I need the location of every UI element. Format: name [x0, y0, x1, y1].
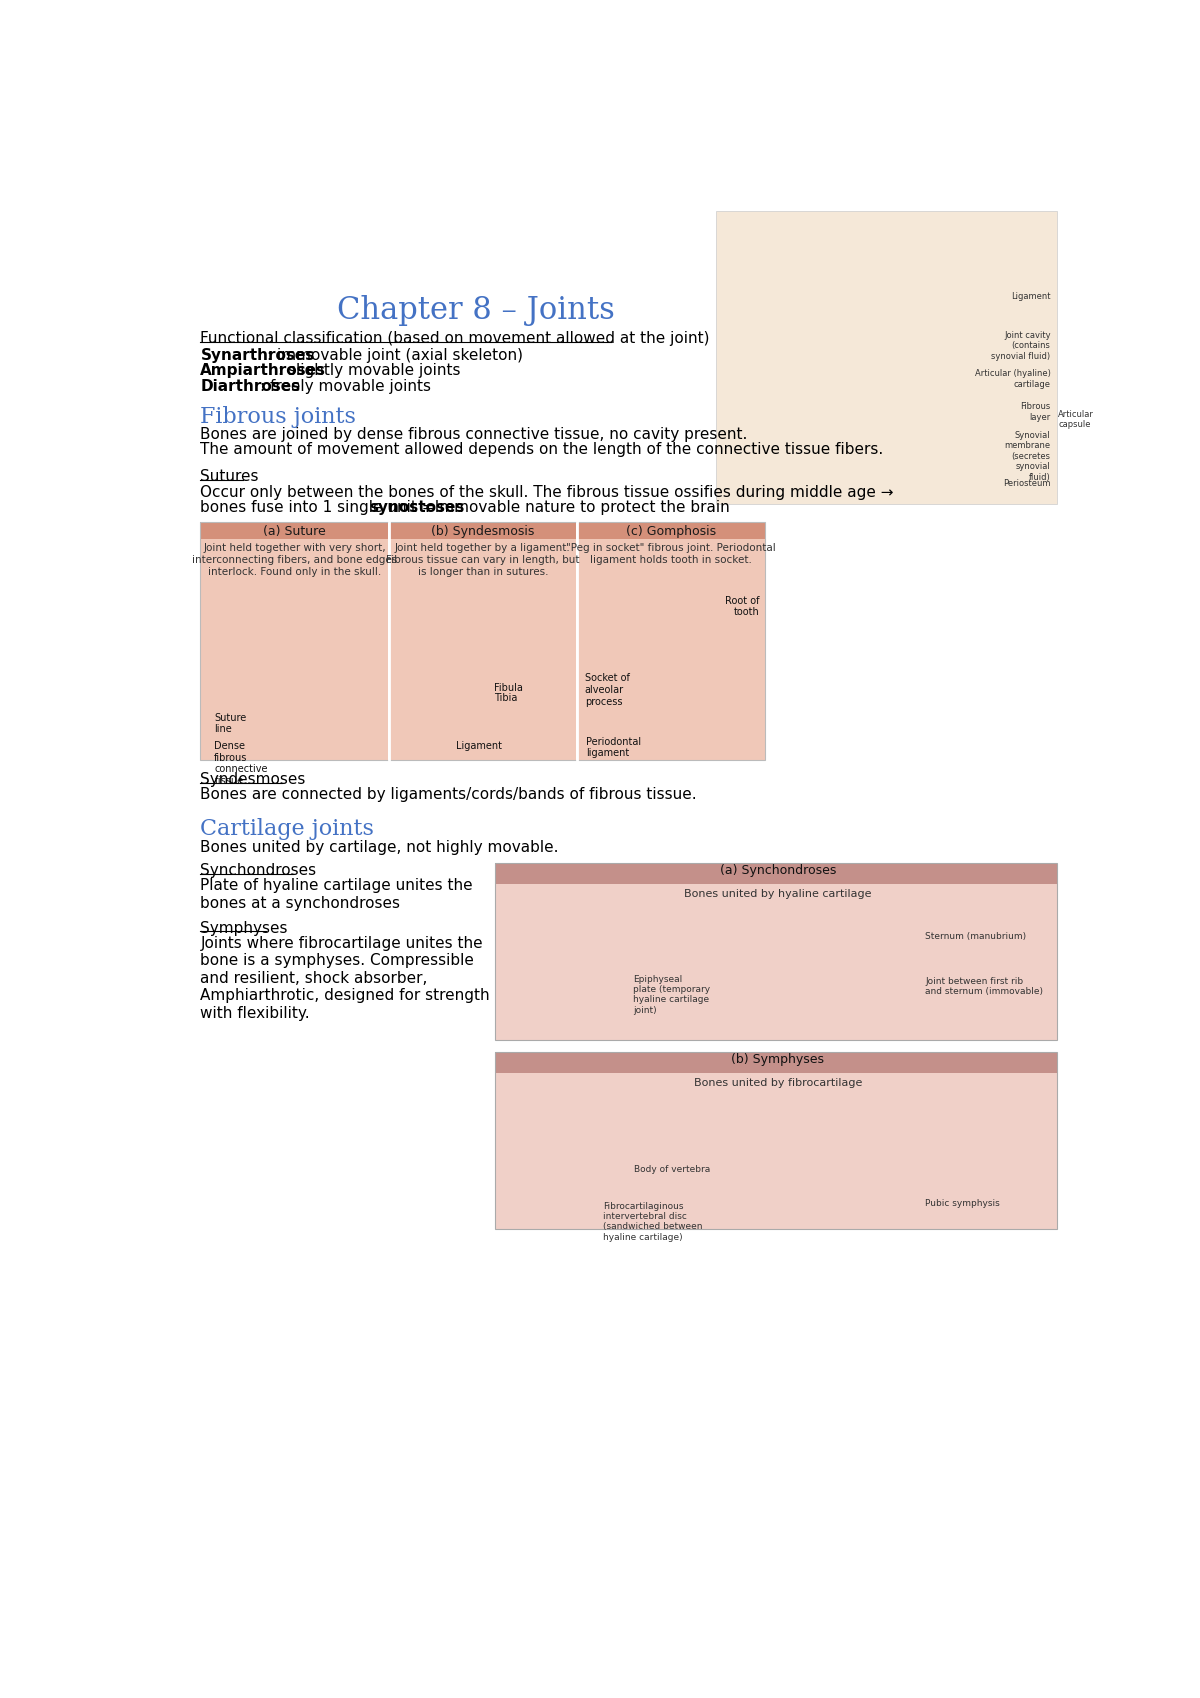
Text: Joint held together with very short,
interconnecting fibers, and bone edges
inte: Joint held together with very short, int…: [192, 543, 397, 577]
Text: Bones united by hyaline cartilage: Bones united by hyaline cartilage: [684, 890, 871, 898]
Text: Synarthroses: Synarthroses: [200, 348, 314, 363]
Text: Fibrocartilaginous
intervertebral disc
(sandwiched between
hyaline cartilage): Fibrocartilaginous intervertebral disc (…: [604, 1202, 703, 1241]
FancyBboxPatch shape: [494, 1051, 1057, 1073]
FancyBboxPatch shape: [715, 212, 1057, 504]
Text: Bones are joined by dense fibrous connective tissue, no cavity present.: Bones are joined by dense fibrous connec…: [200, 428, 748, 441]
FancyBboxPatch shape: [494, 863, 1057, 885]
Text: Socket of
alveolar
process: Socket of alveolar process: [584, 674, 630, 706]
Text: Chapter 8 – Joints: Chapter 8 – Joints: [336, 295, 614, 326]
Text: (b) Syndesmosis: (b) Syndesmosis: [431, 525, 534, 538]
Text: Synchondroses: Synchondroses: [200, 863, 317, 878]
Text: Pubic symphysis: Pubic symphysis: [925, 1199, 1000, 1209]
FancyBboxPatch shape: [577, 538, 764, 761]
FancyBboxPatch shape: [577, 521, 764, 538]
Text: Joint held together by a ligament.
Fibrous tissue can vary in length, but
is lon: Joint held together by a ligament. Fibro…: [386, 543, 580, 577]
Text: Joints where fibrocartilage unites the
bone is a symphyses. Compressible
and res: Joints where fibrocartilage unites the b…: [200, 936, 490, 1020]
Text: (a) Suture: (a) Suture: [263, 525, 326, 538]
Text: Bones are connected by ligaments/cords/bands of fibrous tissue.: Bones are connected by ligaments/cords/b…: [200, 788, 697, 803]
Text: . Immovable nature to protect the brain: . Immovable nature to protect the brain: [425, 501, 730, 514]
Text: Periosteum: Periosteum: [1003, 479, 1050, 489]
Text: "Peg in socket" fibrous joint. Periodontal
ligament holds tooth in socket.: "Peg in socket" fibrous joint. Periodont…: [566, 543, 776, 565]
Text: Syndesmoses: Syndesmoses: [200, 773, 306, 786]
Text: Ligament: Ligament: [1012, 292, 1050, 301]
Text: : slightly movable joints: : slightly movable joints: [278, 363, 461, 379]
Text: Periodontal
ligament: Periodontal ligament: [587, 737, 642, 759]
FancyBboxPatch shape: [200, 521, 388, 538]
Text: Tibia: Tibia: [494, 693, 517, 703]
Text: Symphyses: Symphyses: [200, 920, 288, 936]
Text: : immovable joint (axial skeleton): : immovable joint (axial skeleton): [268, 348, 523, 363]
FancyBboxPatch shape: [389, 538, 576, 761]
Text: Root of
tooth: Root of tooth: [725, 596, 760, 618]
Text: Bones united by fibrocartilage: Bones united by fibrocartilage: [694, 1078, 862, 1088]
Text: Functional classification (based on movement allowed at the joint): Functional classification (based on move…: [200, 331, 710, 346]
Text: Cartilage joints: Cartilage joints: [200, 818, 374, 841]
Text: : freely movable joints: : freely movable joints: [260, 379, 431, 394]
Text: Epiphyseal
plate (temporary
hyaline cartilage
joint): Epiphyseal plate (temporary hyaline cart…: [632, 975, 710, 1015]
Text: Body of vertebra: Body of vertebra: [635, 1165, 710, 1175]
Text: (a) Synchondroses: (a) Synchondroses: [720, 864, 836, 878]
Text: Plate of hyaline cartilage unites the
bones at a synchondroses: Plate of hyaline cartilage unites the bo…: [200, 878, 473, 910]
Text: Joint cavity
(contains
synovial fluid): Joint cavity (contains synovial fluid): [991, 331, 1050, 360]
Text: Synovial
membrane
(secretes
synovial
fluid): Synovial membrane (secretes synovial flu…: [1004, 431, 1050, 482]
FancyBboxPatch shape: [494, 885, 1057, 1039]
Text: Sternum (manubrium): Sternum (manubrium): [925, 932, 1026, 941]
Text: Articular
capsule: Articular capsule: [1058, 409, 1094, 430]
Text: Dense
fibrous
connective
tissue: Dense fibrous connective tissue: [215, 742, 268, 786]
Text: (b) Symphyses: (b) Symphyses: [731, 1053, 824, 1066]
Text: Bones united by cartilage, not highly movable.: Bones united by cartilage, not highly mo…: [200, 841, 559, 854]
Text: synostoses: synostoses: [370, 501, 464, 514]
Text: (c) Gomphosis: (c) Gomphosis: [626, 525, 716, 538]
Text: Fibula: Fibula: [494, 684, 523, 693]
FancyBboxPatch shape: [200, 538, 388, 761]
FancyBboxPatch shape: [494, 1073, 1057, 1229]
Text: Ligament: Ligament: [456, 742, 502, 751]
Text: Sutures: Sutures: [200, 469, 259, 484]
Text: Suture
line: Suture line: [215, 713, 246, 734]
Text: Ampiarthroses: Ampiarthroses: [200, 363, 326, 379]
FancyBboxPatch shape: [389, 521, 576, 538]
Text: Occur only between the bones of the skull. The fibrous tissue ossifies during mi: Occur only between the bones of the skul…: [200, 486, 894, 499]
Text: Fibrous joints: Fibrous joints: [200, 406, 356, 428]
Text: The amount of movement allowed depends on the length of the connective tissue fi: The amount of movement allowed depends o…: [200, 443, 883, 457]
Text: Fibrous
layer: Fibrous layer: [1020, 402, 1050, 421]
Text: Joint between first rib
and sternum (immovable): Joint between first rib and sternum (imm…: [925, 976, 1043, 997]
Text: Articular (hyaline)
cartilage: Articular (hyaline) cartilage: [974, 368, 1050, 389]
Text: bones fuse into 1 single unit =: bones fuse into 1 single unit =: [200, 501, 439, 514]
Text: Diarthroses: Diarthroses: [200, 379, 300, 394]
